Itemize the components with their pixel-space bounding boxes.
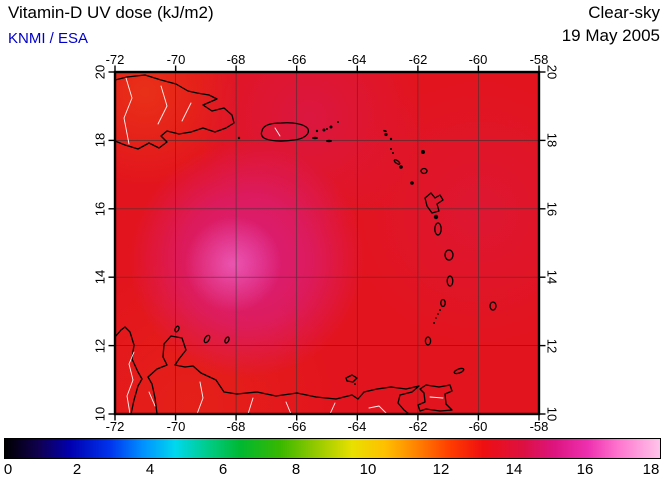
colorbar-tick-label: 8 [291, 461, 301, 478]
st-kitts-coast [393, 159, 401, 165]
x-tick-label-bottom: -64 [347, 419, 367, 434]
small-islands [237, 121, 441, 385]
uv-dose-map [108, 65, 546, 421]
guajira-maracaibo-coast [115, 326, 143, 414]
guadeloupe-coast [424, 192, 444, 214]
trinidad-coast [417, 384, 453, 412]
colorbar-tick-label: 6 [218, 461, 228, 478]
map-frame [113, 70, 541, 416]
aruba-coast [174, 325, 180, 333]
coastlines [115, 74, 497, 414]
sky-condition: Clear-sky [588, 3, 660, 22]
x-tick-label-bottom: -70 [166, 419, 186, 434]
colorbar-tick-label: 0 [3, 461, 13, 478]
colorbar-gradient [5, 439, 660, 458]
puerto-rico-coast [260, 122, 310, 142]
x-tick-label-top: -70 [166, 52, 186, 67]
x-tick-label-top: -62 [408, 52, 428, 67]
inland-borders [123, 77, 444, 414]
x-tick-label-top: -66 [287, 52, 307, 67]
colorbar-tick-label: 4 [145, 461, 155, 478]
grid-lines [115, 72, 539, 414]
x-tick-label-top: -64 [347, 52, 367, 67]
x-tick-label-top: -72 [105, 52, 125, 67]
grenada-coast [424, 336, 432, 346]
colorbar-tick-label: 14 [505, 461, 523, 478]
st-lucia-coast [446, 275, 454, 287]
x-tick-label-bottom: -58 [529, 419, 549, 434]
antigua-coast [420, 167, 428, 175]
colorbar-tick-label: 12 [432, 461, 450, 478]
martinique-coast [444, 249, 454, 261]
st-vincent-coast [440, 298, 446, 308]
barbados-coast [489, 301, 497, 311]
colorbar-tick-label: 10 [359, 461, 377, 478]
colorbar-tick-label: 18 [642, 461, 660, 478]
colorbar-tick-label: 16 [576, 461, 594, 478]
x-tick-label-bottom: -72 [105, 419, 125, 434]
curacao-coast [203, 334, 211, 344]
dominica-coast [434, 222, 442, 236]
x-tick-label-bottom: -62 [408, 419, 428, 434]
bonaire-coast [224, 336, 230, 344]
hispaniola-coast [115, 74, 235, 150]
tobago-coast [453, 367, 465, 375]
x-tick-label-top: -68 [226, 52, 246, 67]
x-tick-label-bottom: -60 [468, 419, 488, 434]
colorbar [4, 438, 661, 459]
margarita-coast [345, 374, 358, 383]
axis-ticks [108, 65, 546, 421]
x-tick-label-bottom: -68 [226, 419, 246, 434]
x-tick-label-bottom: -66 [287, 419, 307, 434]
uv-field [115, 72, 539, 414]
venezuela-coast [147, 335, 420, 414]
page-title: Vitamin-D UV dose (kJ/m2) [8, 3, 214, 22]
x-tick-label-top: -60 [468, 52, 488, 67]
x-tick-label-top: -58 [529, 52, 549, 67]
colorbar-tick-label: 2 [72, 461, 82, 478]
map-date: 19 May 2005 [561, 26, 660, 45]
source-credit: KNMI / ESA [8, 30, 89, 47]
